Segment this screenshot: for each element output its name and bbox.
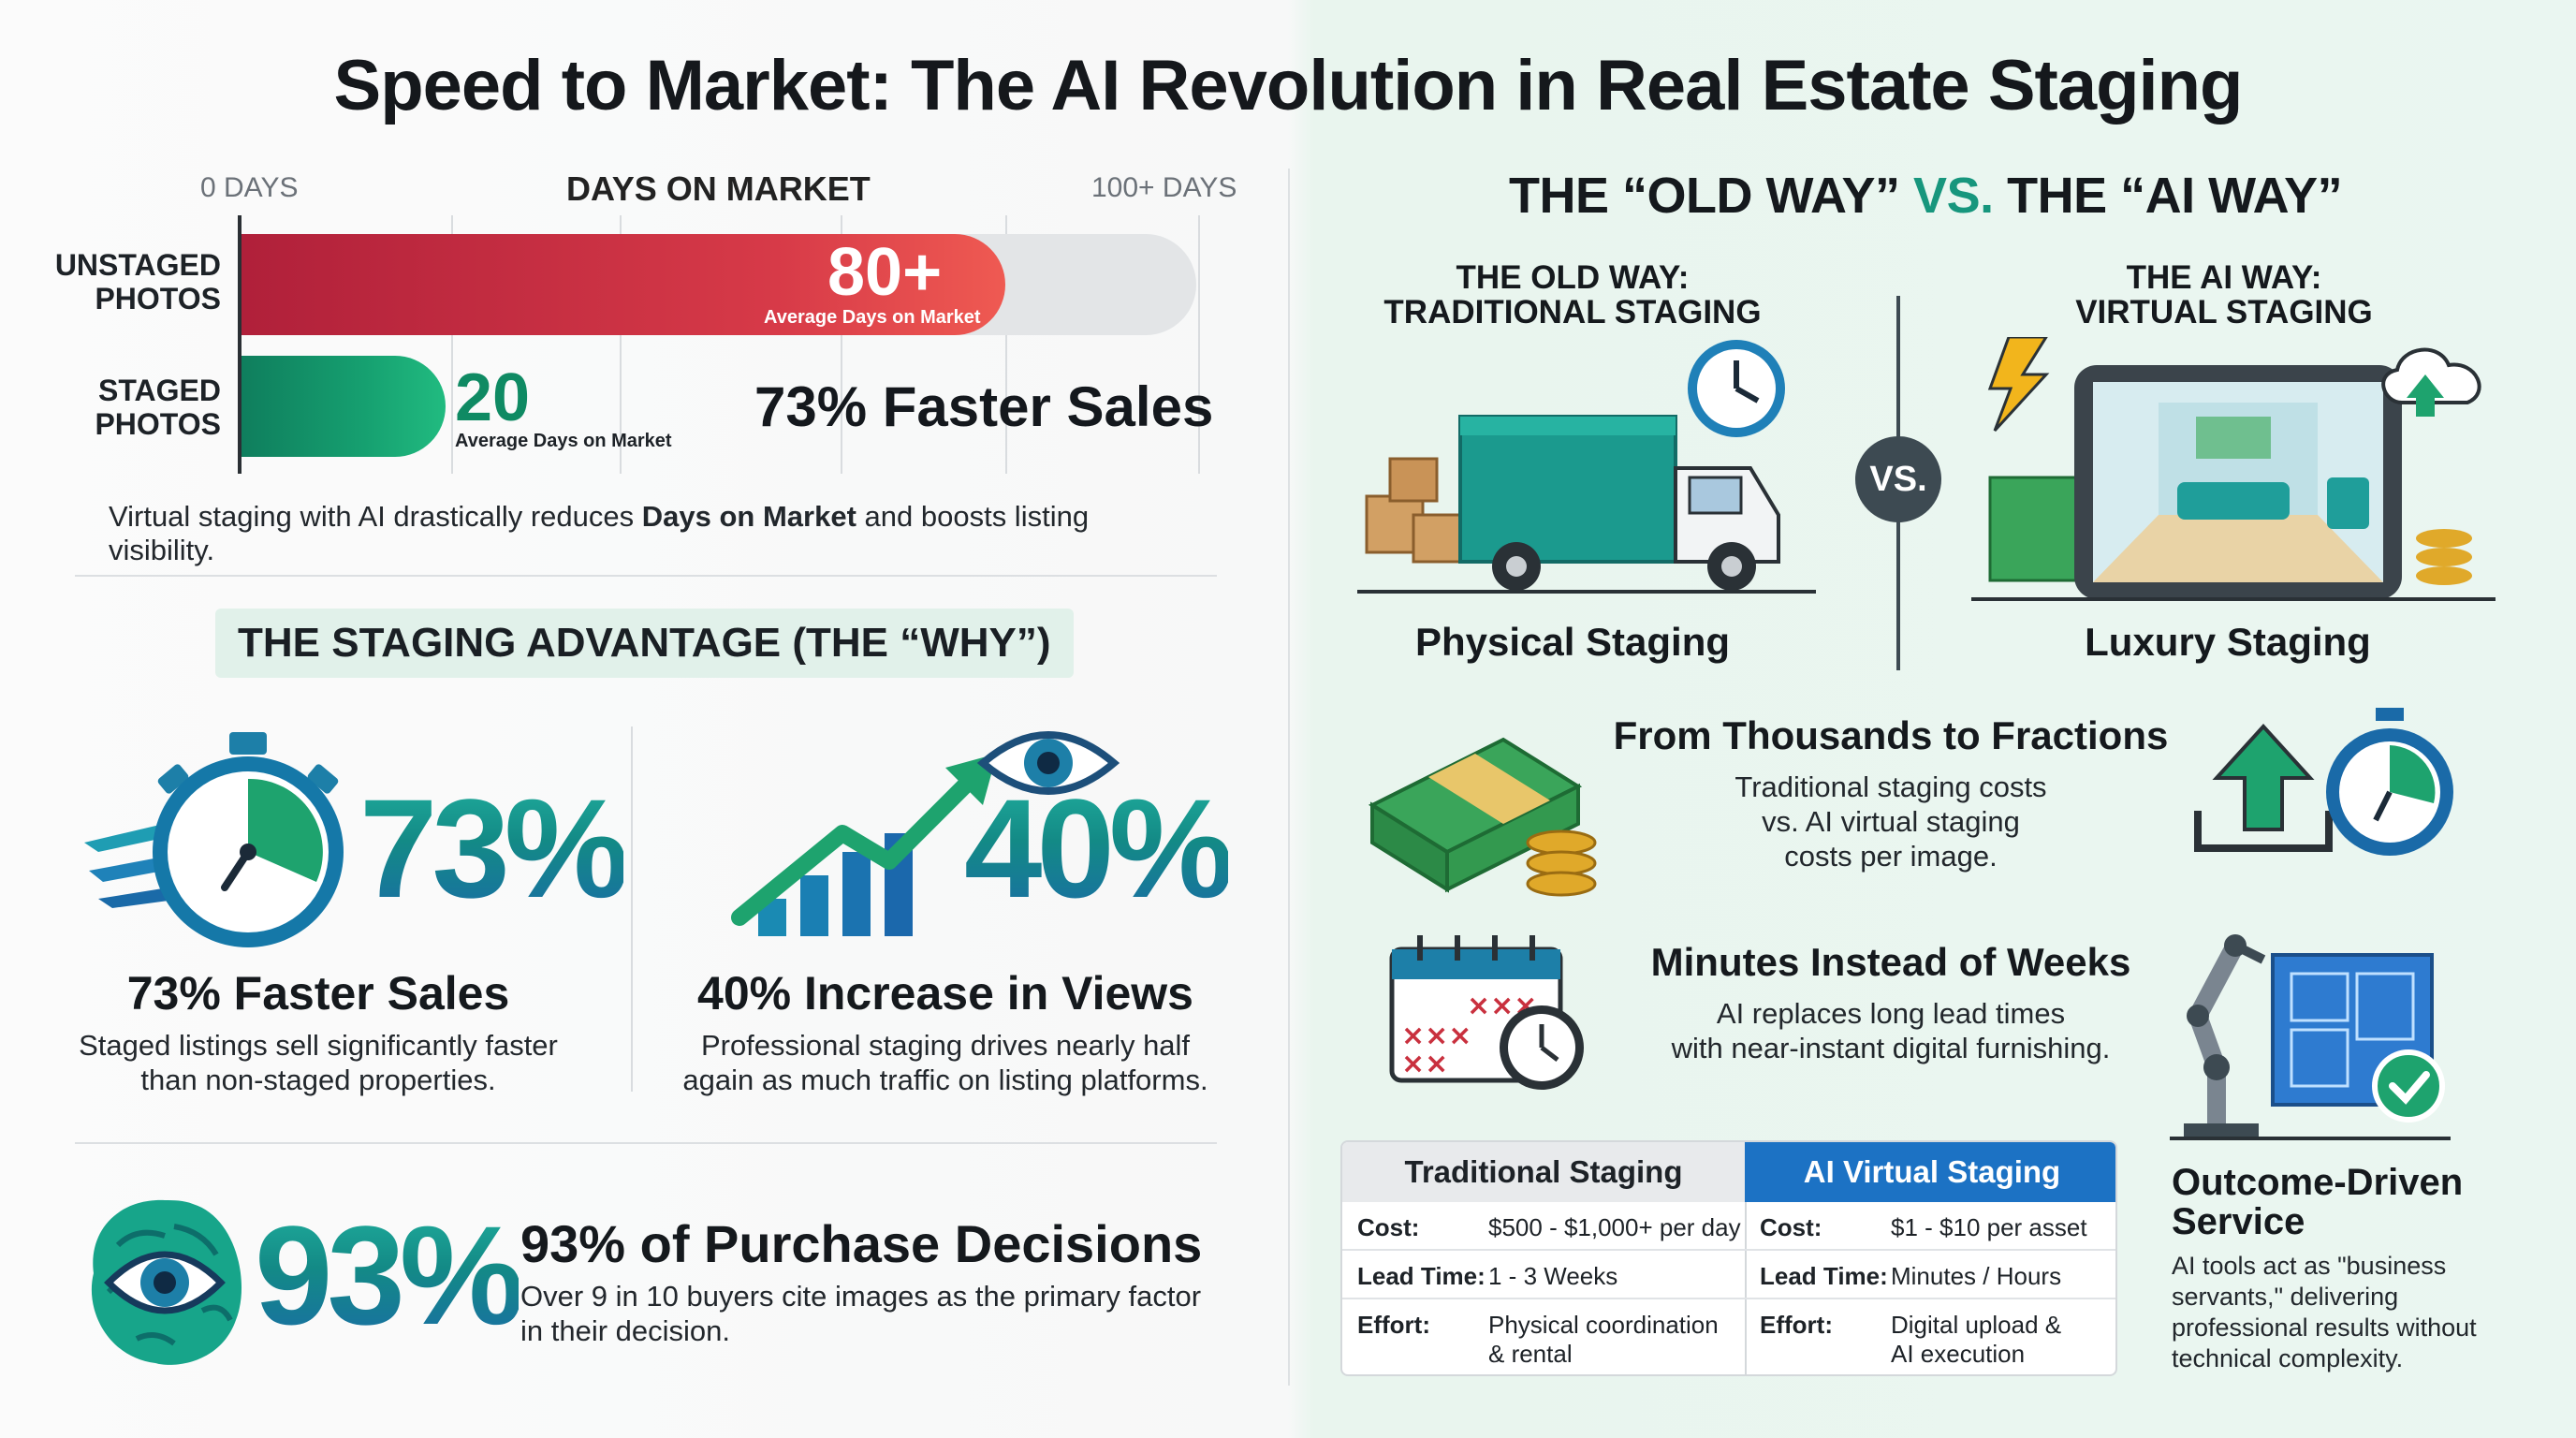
table-header-traditional: Traditional Staging — [1342, 1142, 1745, 1202]
staged-label: STAGED PHOTOS — [95, 374, 221, 441]
ai-way-heading: THE AI WAY: VIRTUAL STAGING — [2075, 259, 2373, 330]
brain-eye-icon — [80, 1189, 249, 1376]
physical-staging-label: Physical Staging — [1414, 620, 1731, 664]
feature-time-heading: Minutes Instead of Weeks — [1650, 940, 2131, 984]
row-effort-key: Effort: — [1760, 1311, 1833, 1339]
days-caption: Virtual staging with AI drastically redu… — [109, 500, 1090, 566]
row-cost-ai: $1 - $10 per asset — [1891, 1213, 2087, 1241]
table-row-divider — [1342, 1298, 2115, 1299]
grid-line — [841, 215, 842, 474]
divider — [631, 726, 633, 1092]
stat-93-description: Over 9 in 10 buyers cite images as the p… — [520, 1280, 1202, 1347]
row-lead-key: Lead Time: — [1760, 1262, 1888, 1290]
unstaged-label: UNSTAGED PHOTOS — [54, 248, 221, 315]
divider — [75, 1142, 1217, 1144]
page-divider — [1288, 169, 1290, 1386]
axis-end-label: 100+ DAYS — [1091, 172, 1237, 203]
stat-73-value: 73% — [359, 768, 629, 930]
grid-line — [1005, 215, 1007, 474]
stopwatch-icon — [75, 721, 356, 955]
faster-sales-callout: 73% Faster Sales — [754, 375, 1214, 438]
outcome-heading: Outcome-Driven Service — [2172, 1162, 2464, 1242]
staging-advantage-heading: THE STAGING ADVANTAGE (THE “WHY”) — [215, 609, 1074, 678]
grid-line — [1198, 215, 1200, 474]
unstaged-value: 80+ — [827, 235, 943, 310]
divider — [75, 575, 1217, 577]
luxury-staging-label: Luxury Staging — [2085, 620, 2371, 664]
chart-y-axis — [238, 215, 242, 474]
axis-title: DAYS ON MARKET — [566, 169, 871, 208]
upload-timer-icon — [2188, 708, 2460, 867]
stat-93-heading: 93% of Purchase Decisions — [520, 1214, 1203, 1273]
row-lead-trad: 1 - 3 Weeks — [1488, 1262, 1618, 1290]
staged-value: 20 — [455, 360, 531, 435]
table-header-ai: AI Virtual Staging — [1745, 1142, 2115, 1202]
virtual-staging-tablet-icon — [1971, 335, 2496, 609]
comparison-title: THE “OLD WAY” VS. THE “AI WAY” — [1509, 168, 2343, 224]
robot-arm-blueprint-icon — [2170, 927, 2451, 1142]
row-effort-ai: Digital upload & AI execution — [1891, 1311, 2062, 1368]
stat-40-value: 40% — [964, 768, 1234, 930]
row-lead-key: Lead Time: — [1357, 1262, 1486, 1290]
grid-line — [620, 215, 622, 474]
unstaged-sub: Average Days on Market — [764, 307, 981, 328]
unstaged-bar — [242, 234, 1005, 335]
growth-chart-eye-icon — [730, 721, 1142, 946]
feature-time-description: AI replaces long lead times with near-ins… — [1671, 997, 2111, 1064]
svg-text:××: ×× — [1401, 1048, 1448, 1080]
svg-text:×××: ××× — [1401, 1020, 1471, 1052]
row-cost-trad: $500 - $1,000+ per day — [1488, 1213, 1741, 1241]
staged-sub: Average Days on Market — [455, 431, 672, 451]
calendar-clock-icon: ××× ××× ×× — [1387, 931, 1593, 1099]
grid-line — [451, 215, 453, 474]
stat-73-heading: 73% Faster Sales — [126, 967, 510, 1020]
feature-cost-description: Traditional staging costs vs. AI virtual … — [1734, 770, 2047, 873]
row-effort-trad: Physical coordination & rental — [1488, 1311, 1719, 1368]
row-cost-key: Cost: — [1357, 1213, 1420, 1241]
row-cost-key: Cost: — [1760, 1213, 1822, 1241]
page-title: Speed to Market: The AI Revolution in Re… — [333, 46, 2244, 125]
stat-73-description: Staged listings sell significantly faste… — [79, 1029, 558, 1096]
cash-coins-icon — [1363, 702, 1597, 899]
staged-bar — [242, 356, 446, 457]
feature-cost-heading: From Thousands to Fractions — [1613, 713, 2169, 757]
row-lead-ai: Minutes / Hours — [1891, 1262, 2062, 1290]
stat-40-description: Professional staging drives nearly half a… — [682, 1029, 1208, 1096]
moving-truck-icon — [1357, 337, 1816, 609]
table-column-divider — [1745, 1202, 1747, 1374]
row-effort-key: Effort: — [1357, 1311, 1430, 1339]
stat-40-heading: 40% Increase in Views — [697, 967, 1193, 1020]
vs-badge: VS. — [1855, 436, 1941, 522]
stat-93-value: 93% — [255, 1195, 524, 1357]
outcome-description: AI tools act as "business servants," deli… — [2172, 1252, 2477, 1372]
comparison-table: Traditional Staging AI Virtual Staging C… — [1340, 1140, 2117, 1376]
table-row-divider — [1342, 1249, 2115, 1251]
old-way-heading: THE OLD WAY: TRADITIONAL STAGING — [1383, 259, 1762, 330]
axis-start-label: 0 DAYS — [200, 172, 299, 203]
